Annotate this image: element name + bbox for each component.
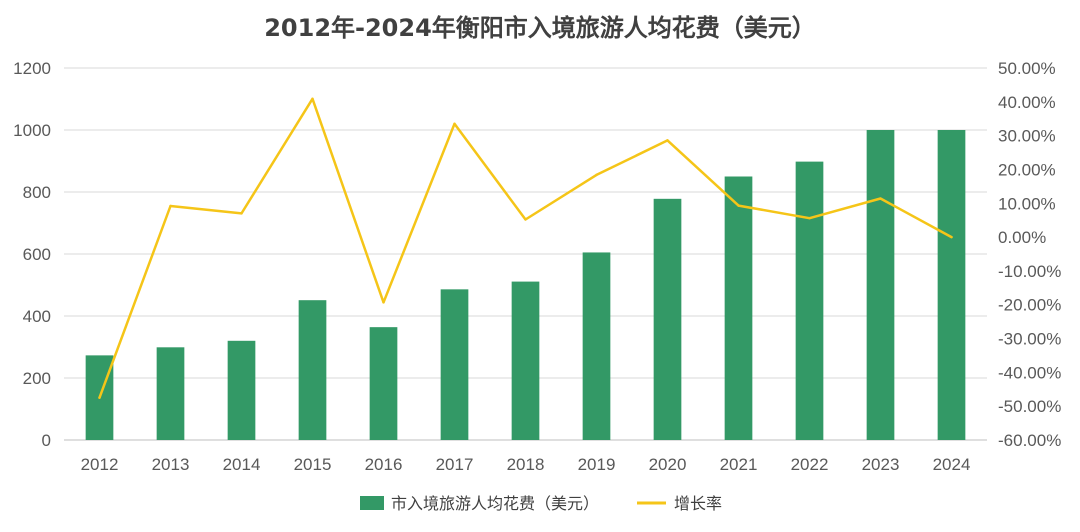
x-tick-label: 2014	[223, 455, 261, 474]
x-tick-label: 2018	[507, 455, 545, 474]
line-series	[98, 97, 953, 399]
bar	[227, 340, 256, 440]
x-tick-label: 2013	[152, 455, 190, 474]
x-tick-label: 2023	[862, 455, 900, 474]
x-tick-label: 2021	[720, 455, 758, 474]
y-left-tick-label: 600	[23, 245, 51, 264]
y-right-tick-label: 20.00%	[998, 160, 1056, 179]
x-tick-label: 2022	[791, 455, 829, 474]
line-point	[382, 301, 385, 304]
bar	[298, 300, 327, 440]
y-right-tick-label: -10.00%	[998, 262, 1061, 281]
bar	[937, 130, 966, 440]
y-left-tick-label: 400	[23, 307, 51, 326]
bar	[440, 289, 469, 440]
y-right-tick-label: 0.00%	[998, 228, 1046, 247]
y-right-tick-label: -40.00%	[998, 363, 1061, 382]
y-right-tick-label: -60.00%	[998, 431, 1061, 450]
x-tick-label: 2024	[933, 455, 971, 474]
y-left-tick-label: 0	[42, 431, 51, 450]
y-right-tick-label: -30.00%	[998, 330, 1061, 349]
line-point	[950, 235, 953, 239]
bar	[724, 176, 753, 440]
y-right-tick-label: 40.00%	[998, 93, 1056, 112]
line-point	[879, 197, 882, 200]
bar	[866, 130, 895, 440]
y-right-tick-label: -50.00%	[998, 397, 1061, 416]
line-point	[595, 173, 598, 177]
x-axis: 2012 2013 2014 2015 2016 2017 2018 2019 2020 2021…	[81, 455, 971, 474]
bar	[653, 198, 682, 440]
y-left-tick-label: 1200	[13, 59, 51, 78]
line-point	[240, 212, 243, 215]
legend-bar-label: 市入境旅游人均花费（美元）	[391, 494, 599, 513]
legend-bar-swatch	[360, 496, 384, 510]
y-axis-left: 0 200 400 600 800 1000 1200	[13, 59, 51, 450]
x-tick-label: 2020	[649, 455, 687, 474]
line-point	[98, 396, 101, 399]
legend-line-label: 增长率	[674, 494, 722, 513]
y-left-tick-label: 800	[23, 183, 51, 202]
bar	[156, 347, 185, 440]
line-point	[666, 139, 669, 142]
y-right-tick-label: 30.00%	[998, 127, 1056, 146]
bar-series	[85, 130, 966, 440]
x-tick-label: 2019	[578, 455, 616, 474]
y-left-tick-label: 1000	[13, 121, 51, 140]
bar	[369, 327, 398, 440]
x-tick-label: 2017	[436, 455, 474, 474]
bar	[511, 281, 540, 440]
bar	[795, 161, 824, 440]
y-right-tick-label: -20.00%	[998, 296, 1061, 315]
legend: 市入境旅游人均花费（美元） 增长率	[360, 494, 722, 513]
x-tick-label: 2012	[81, 455, 119, 474]
line-point	[169, 204, 172, 208]
x-tick-label: 2015	[294, 455, 332, 474]
line-point	[524, 218, 527, 221]
y-left-tick-label: 200	[23, 369, 51, 388]
y-right-tick-label: 50.00%	[998, 59, 1056, 78]
chart-title: 2012年-2024年衡阳市入境旅游人均花费（美元）	[264, 14, 816, 42]
line-point	[311, 97, 314, 100]
line-point	[808, 216, 811, 220]
y-axis-right: -60.00% -50.00% -40.00% -30.00% -20.00% -10.0…	[998, 59, 1061, 450]
bar	[582, 252, 611, 440]
line-point	[737, 204, 740, 207]
line-point	[453, 122, 456, 126]
y-right-tick-label: 10.00%	[998, 194, 1056, 213]
x-tick-label: 2016	[365, 455, 403, 474]
